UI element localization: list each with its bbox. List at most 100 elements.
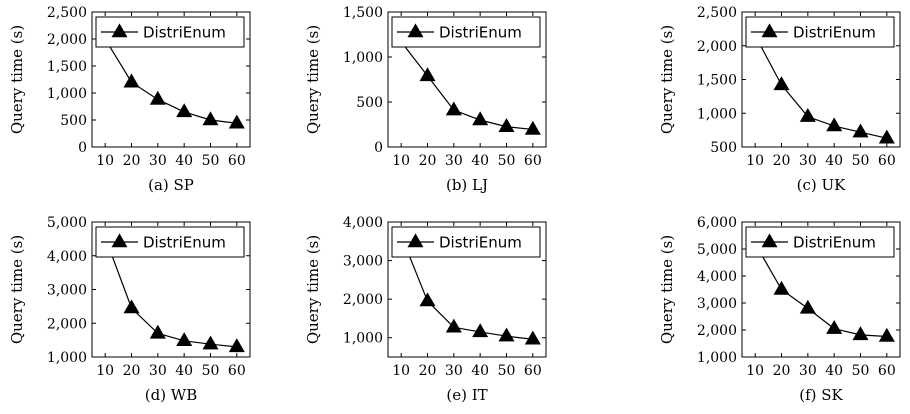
data-point-marker — [799, 299, 816, 314]
x-tick-label: 10 — [96, 153, 114, 169]
chart-5: 10 20 30 40 50 60 1,000 2,000 3,000 4,000 Query ti… — [304, 215, 547, 404]
y-tick-label: 2,500 — [697, 5, 737, 21]
x-tick-label: 10 — [392, 363, 410, 379]
y-tick-label: 3,000 — [697, 296, 737, 312]
y-tick-label: 2,000 — [697, 39, 737, 55]
chart-caption: (b) LJ — [446, 176, 488, 194]
plot-frame — [741, 221, 901, 358]
x-tick-label: 60 — [228, 363, 246, 379]
x-tick-label: 50 — [202, 153, 220, 169]
data-point-marker — [419, 67, 436, 82]
plot-frame — [91, 11, 251, 148]
series-distrienum — [747, 234, 895, 342]
chart-4: 10 20 30 40 50 60 1,000 2,000 3,000 4,000 5,000 Que… — [8, 215, 251, 404]
x-tick-label: 60 — [524, 153, 542, 169]
y-tick-label: 1,000 — [343, 50, 383, 66]
x-tick-label: 20 — [419, 153, 437, 169]
chart-1: 10 20 30 40 50 60 0 500 1,000 1,500 2,000 2,500 Quer… — [8, 5, 251, 194]
data-point-marker — [799, 107, 816, 122]
x-tick-label: 10 — [746, 153, 764, 169]
data-point-marker — [228, 114, 245, 129]
x-tick-label: 40 — [825, 363, 843, 379]
y-tick-label: 500 — [356, 95, 383, 111]
data-point-marker — [202, 111, 219, 126]
x-tick-label: 40 — [471, 363, 489, 379]
x-tick-label: 60 — [878, 363, 896, 379]
data-point-marker — [123, 73, 140, 88]
x-tick-label: 40 — [175, 153, 193, 169]
y-axis-label: Query time (s) — [304, 25, 322, 134]
x-tick-label: 40 — [175, 363, 193, 379]
x-tick-label: 20 — [123, 153, 141, 169]
x-tick-label: 30 — [149, 153, 167, 169]
y-tick-label: 1,000 — [343, 331, 383, 347]
chart-caption: (f) SK — [799, 386, 843, 404]
x-tick-label: 60 — [878, 153, 896, 169]
data-point-marker — [228, 338, 245, 353]
data-point-marker — [149, 90, 166, 105]
data-point-marker — [202, 335, 219, 350]
data-point-marker — [878, 327, 895, 342]
y-tick-label: 500 — [60, 113, 87, 129]
legend-triangle-icon — [407, 23, 424, 38]
y-tick-label: 4,000 — [697, 269, 737, 285]
x-tick-label: 10 — [96, 363, 114, 379]
data-point-marker — [498, 118, 515, 132]
x-tick-label: 50 — [852, 153, 870, 169]
legend-label: DistriEnum — [143, 234, 226, 252]
data-point-marker — [445, 101, 462, 116]
x-tick-label: 30 — [799, 363, 817, 379]
x-tick-label: 20 — [123, 363, 141, 379]
legend-triangle-icon — [761, 233, 778, 248]
x-tick-label: 60 — [524, 363, 542, 379]
x-tick-label: 50 — [202, 363, 220, 379]
y-tick-label: 0 — [374, 140, 383, 156]
y-tick-label: 2,000 — [47, 316, 87, 332]
y-axis-label: Query time (s) — [304, 235, 322, 344]
series-line — [754, 243, 887, 338]
x-tick-label: 50 — [498, 363, 516, 379]
data-point-marker — [176, 103, 193, 118]
x-tick-label: 30 — [445, 153, 463, 169]
x-tick-label: 30 — [149, 363, 167, 379]
data-point-marker — [878, 129, 895, 144]
chart-3: 10 20 30 40 50 60 500 1,000 1,500 2,000 2,500 Query… — [658, 5, 901, 194]
legend-triangle-icon — [407, 233, 424, 248]
series-line — [104, 38, 237, 124]
y-tick-label: 2,000 — [697, 323, 737, 339]
data-point-marker — [149, 324, 166, 339]
data-point-marker — [498, 327, 515, 342]
plot-frame — [387, 11, 547, 148]
x-tick-label: 20 — [419, 363, 437, 379]
y-tick-label: 3,000 — [343, 254, 383, 270]
y-tick-label: 2,000 — [47, 32, 87, 48]
y-tick-label: 500 — [710, 140, 737, 156]
y-tick-label: 1,000 — [697, 106, 737, 122]
series-distrienum — [747, 26, 895, 144]
legend: DistriEnum — [391, 226, 541, 258]
legend-label: DistriEnum — [793, 234, 876, 252]
y-tick-label: 5,000 — [697, 242, 737, 258]
y-axis-label: Query time (s) — [8, 25, 26, 134]
chart-caption: (c) UK — [797, 176, 847, 194]
legend: DistriEnum — [745, 226, 895, 258]
y-tick-label: 0 — [78, 140, 87, 156]
x-tick-label: 10 — [392, 153, 410, 169]
data-point-marker — [826, 117, 843, 132]
x-tick-label: 30 — [445, 363, 463, 379]
legend: DistriEnum — [95, 226, 245, 258]
legend-label: DistriEnum — [793, 24, 876, 42]
data-point-marker — [852, 326, 869, 341]
y-tick-label: 4,000 — [47, 249, 87, 265]
y-tick-label: 3,000 — [47, 283, 87, 299]
x-tick-label: 10 — [746, 363, 764, 379]
y-tick-label: 1,500 — [47, 59, 87, 75]
chart-6: 10 20 30 40 50 60 1,000 2,000 3,000 4,000 5,000 6,0… — [658, 215, 901, 404]
legend: DistriEnum — [95, 16, 245, 48]
data-point-marker — [773, 76, 790, 91]
y-tick-label: 1,000 — [47, 350, 87, 366]
x-tick-label: 20 — [773, 153, 791, 169]
y-tick-label: 2,500 — [47, 5, 87, 21]
y-tick-label: 1,500 — [343, 5, 383, 21]
